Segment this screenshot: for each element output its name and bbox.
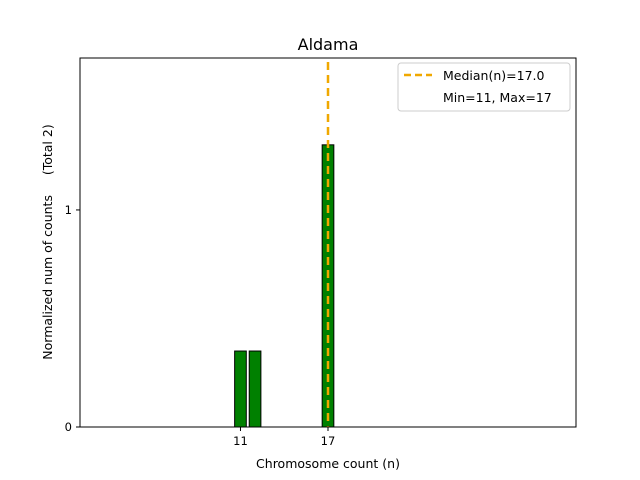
x-tick-label: 17 <box>321 434 336 448</box>
y-axis-label: Normalized num of counts (Total 2) <box>40 124 55 359</box>
x-axis-label: Chromosome count (n) <box>256 456 400 471</box>
legend-box <box>397 62 571 112</box>
y-tick-label: 1 <box>65 203 72 217</box>
legend-minmax-text: Min=11, Max=17 <box>443 90 552 105</box>
y-axis-ticks: 01 <box>65 203 80 434</box>
x-tick-label: 11 <box>233 434 248 448</box>
bar <box>234 350 247 428</box>
y-tick-label: 0 <box>65 420 72 434</box>
x-axis-ticks: 11 17 <box>233 427 335 448</box>
chart-title: Aldama <box>298 35 359 54</box>
bar <box>248 350 262 428</box>
bars-group <box>234 144 335 428</box>
legend: Median(n)=17.0 Min=11, Max=17 <box>397 62 571 112</box>
legend-median-text: Median(n)=17.0 <box>443 68 544 83</box>
